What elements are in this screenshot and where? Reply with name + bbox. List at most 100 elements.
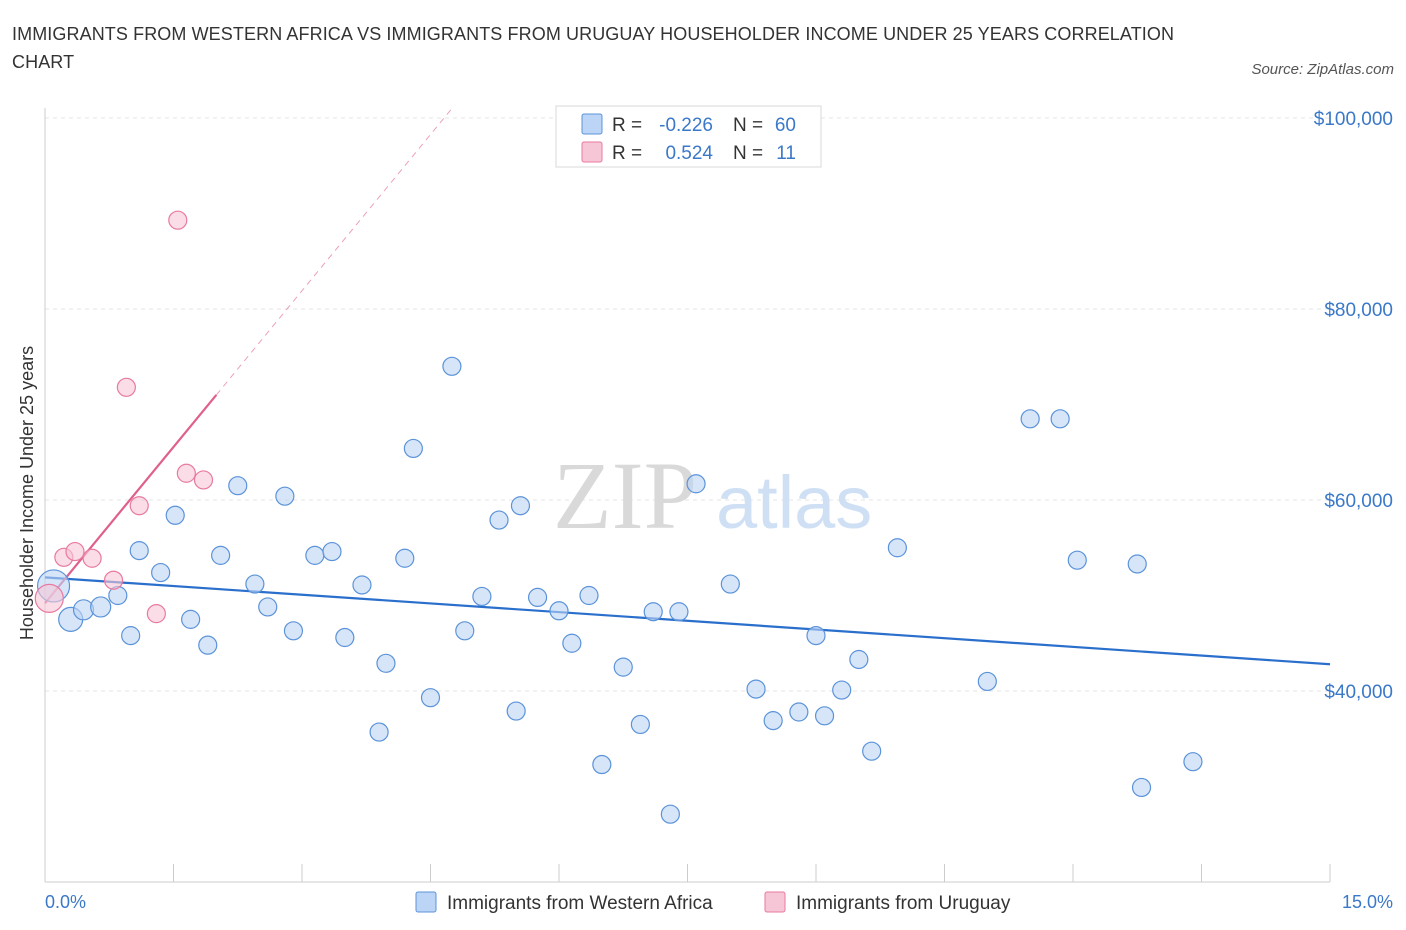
data-point-western-africa bbox=[789, 702, 809, 722]
stats-r-value-blue: -0.226 bbox=[659, 115, 713, 136]
data-point-western-africa bbox=[592, 754, 612, 775]
data-point-western-africa bbox=[720, 574, 740, 594]
trend-line-uruguay bbox=[44, 394, 218, 604]
data-point-western-africa bbox=[630, 714, 650, 735]
data-point-western-africa bbox=[151, 562, 171, 583]
series-uruguay bbox=[34, 210, 214, 624]
data-point-uruguay bbox=[82, 548, 102, 568]
data-point-western-africa bbox=[977, 671, 997, 692]
stats-legend-blue-swatch bbox=[581, 113, 603, 135]
data-point-western-africa bbox=[506, 701, 526, 721]
data-point-western-africa bbox=[613, 657, 633, 677]
data-point-western-africa bbox=[832, 680, 852, 700]
y-tick-label: $80,000 bbox=[1324, 300, 1393, 321]
data-point-western-africa bbox=[763, 711, 783, 731]
data-point-western-africa bbox=[403, 438, 423, 459]
y-tick-label: $40,000 bbox=[1324, 682, 1393, 703]
data-point-western-africa bbox=[660, 804, 680, 824]
data-point-western-africa bbox=[814, 706, 835, 726]
data-point-western-africa bbox=[121, 626, 141, 646]
data-point-western-africa bbox=[643, 602, 663, 622]
x-tick-label-min: 0.0% bbox=[45, 892, 86, 912]
data-point-western-africa bbox=[395, 548, 415, 568]
data-point-western-africa bbox=[165, 505, 185, 525]
legend-uruguay-label: Immigrants from Uruguay bbox=[796, 893, 1011, 914]
trend-line-western-africa bbox=[44, 576, 1331, 666]
trend-extension-uruguay bbox=[215, 108, 453, 396]
data-point-western-africa bbox=[335, 627, 355, 648]
data-point-western-africa bbox=[305, 545, 325, 565]
data-point-western-africa bbox=[510, 496, 531, 516]
data-point-western-africa bbox=[369, 722, 389, 742]
data-point-western-africa bbox=[669, 602, 689, 622]
data-point-western-africa bbox=[442, 356, 462, 376]
data-point-western-africa bbox=[472, 586, 492, 607]
stats-r-label-blue: R = bbox=[612, 115, 642, 136]
y-tick-label: $60,000 bbox=[1324, 491, 1393, 512]
data-point-western-africa bbox=[322, 541, 342, 562]
data-point-western-africa bbox=[862, 741, 882, 761]
data-point-uruguay bbox=[65, 541, 85, 562]
data-point-western-africa bbox=[562, 633, 582, 653]
stats-r-value-pink: 0.524 bbox=[665, 143, 713, 164]
legend-western-africa-swatch bbox=[415, 891, 437, 913]
data-point-western-africa bbox=[245, 574, 265, 594]
data-point-western-africa bbox=[1131, 777, 1152, 798]
data-point-uruguay bbox=[168, 210, 188, 230]
data-point-western-africa bbox=[228, 476, 248, 496]
data-point-western-africa bbox=[1067, 550, 1087, 570]
data-point-western-africa bbox=[746, 679, 766, 699]
data-point-western-africa bbox=[887, 538, 907, 558]
bottom-legend: Immigrants from Western Africa Immigrant… bbox=[415, 891, 1011, 914]
trend-lines bbox=[44, 108, 1331, 666]
watermark-zip: ZIP bbox=[553, 442, 697, 549]
data-point-western-africa bbox=[806, 626, 826, 646]
chart-title: IMMIGRANTS FROM WESTERN AFRICA VS IMMIGR… bbox=[12, 24, 1175, 72]
y-tick-labels: $40,000 $60,000 $80,000 $100,000 bbox=[1314, 109, 1393, 703]
data-point-western-africa bbox=[181, 609, 201, 629]
source-label: Source: ZipAtlas.com bbox=[1251, 61, 1394, 78]
data-point-western-africa bbox=[579, 585, 599, 606]
data-point-western-africa bbox=[1050, 409, 1070, 429]
data-point-western-africa bbox=[376, 653, 396, 673]
stats-legend: R = -0.226 N = 60 R = 0.524 N = 11 bbox=[555, 105, 822, 168]
data-point-western-africa bbox=[686, 474, 706, 494]
legend-western-africa-label: Immigrants from Western Africa bbox=[447, 893, 713, 914]
stats-n-label-pink: N = bbox=[733, 143, 763, 164]
data-point-western-africa bbox=[455, 621, 475, 641]
grid-lines bbox=[45, 117, 1330, 692]
y-axis-label: Householder Income Under 25 years bbox=[17, 346, 37, 640]
data-point-western-africa bbox=[129, 541, 149, 561]
legend-uruguay-swatch bbox=[764, 891, 786, 913]
data-point-western-africa bbox=[527, 587, 548, 608]
series-western-africa bbox=[36, 356, 1203, 824]
stats-n-label-blue: N = bbox=[733, 115, 763, 136]
data-point-western-africa bbox=[258, 597, 278, 617]
data-point-western-africa bbox=[1127, 554, 1147, 574]
data-point-uruguay bbox=[103, 570, 124, 590]
x-tick-label-max: 15.0% bbox=[1342, 892, 1393, 912]
data-point-western-africa bbox=[849, 649, 869, 670]
watermark: ZIP atlas bbox=[553, 442, 872, 549]
data-point-uruguay bbox=[34, 583, 64, 613]
data-point-western-africa bbox=[420, 688, 441, 708]
data-point-western-africa bbox=[549, 601, 569, 621]
data-point-western-africa bbox=[1183, 752, 1203, 772]
data-point-uruguay bbox=[176, 463, 196, 483]
data-point-western-africa bbox=[275, 486, 295, 506]
axes bbox=[44, 108, 1331, 883]
data-point-western-africa bbox=[198, 635, 218, 655]
data-point-uruguay bbox=[129, 496, 149, 516]
data-point-uruguay bbox=[193, 470, 214, 490]
data-point-western-africa bbox=[90, 596, 112, 618]
stats-legend-pink-swatch bbox=[581, 141, 603, 163]
data-point-western-africa bbox=[1020, 409, 1040, 429]
data-point-western-africa bbox=[211, 545, 231, 565]
data-point-western-africa bbox=[283, 621, 304, 641]
stats-n-value-blue: 60 bbox=[775, 115, 796, 136]
data-point-western-africa bbox=[489, 510, 509, 530]
data-point-uruguay bbox=[146, 604, 166, 624]
stats-r-label-pink: R = bbox=[612, 143, 642, 164]
stats-n-value-pink: 11 bbox=[776, 143, 796, 164]
